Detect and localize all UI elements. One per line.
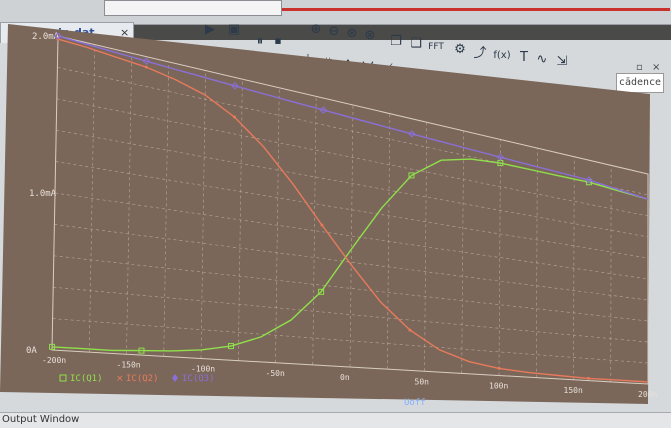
x-tick-label: -100n (191, 365, 215, 374)
x-tick-label: 200n (638, 390, 657, 399)
x-tick-label: -150n (117, 360, 141, 369)
x-tick-label: 0n (340, 373, 350, 382)
x-tick-label: 100n (489, 382, 508, 391)
output-window-label: Output Window (2, 414, 79, 425)
plot-legend: IC(Q1) ×IC(Q2) IC(Q3) (60, 374, 215, 384)
x-axis-label: Uoff (404, 398, 426, 408)
x-tick-label: 150n (564, 386, 583, 395)
legend-label: IC(Q3) (182, 374, 215, 384)
output-window-bar: Output Window (0, 412, 671, 428)
data-point-marker (587, 377, 590, 380)
plot-area (0, 24, 650, 404)
legend-label: IC(Q1) (70, 374, 103, 384)
x-tick-label: -200n (42, 356, 66, 365)
data-point-marker (498, 367, 501, 370)
legend-label: IC(Q2) (126, 374, 159, 384)
y-tick-label: 1.0mA (29, 189, 57, 199)
y-tick-label: 0A (26, 346, 37, 356)
data-point-marker (145, 66, 148, 69)
x-tick-label: 50n (415, 377, 430, 386)
data-point-marker (320, 224, 323, 227)
x-tick-label: -50n (266, 369, 285, 378)
data-point-marker (408, 329, 411, 332)
legend-marker: × (116, 374, 124, 384)
data-point-marker (233, 115, 236, 118)
